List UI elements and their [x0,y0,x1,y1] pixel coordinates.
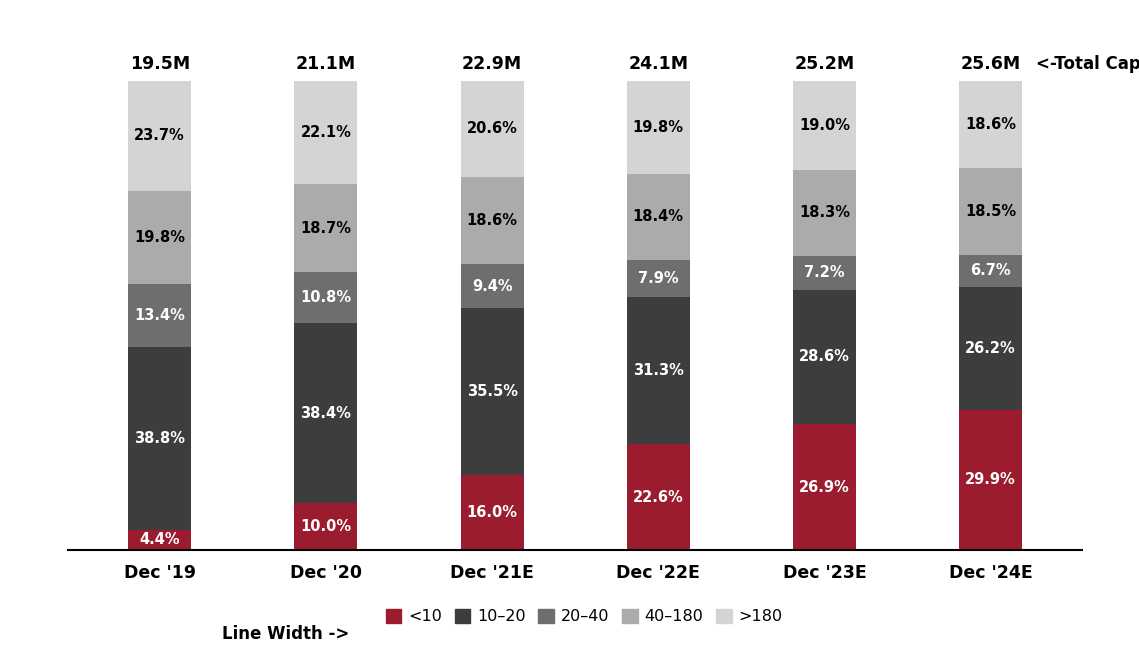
Bar [626,81,690,174]
Text: 31.3%: 31.3% [633,363,683,378]
Text: 29.9%: 29.9% [965,472,1016,488]
Text: 18.5%: 18.5% [965,204,1016,219]
Bar [129,529,191,550]
Bar [793,81,857,170]
Bar [793,170,857,256]
Bar [959,255,1022,287]
Text: <-Total Capacity: <-Total Capacity [1035,56,1139,74]
Bar [294,185,358,272]
Bar [460,264,524,308]
Text: 20.6%: 20.6% [467,121,517,136]
Bar [626,174,690,260]
Text: 6.7%: 6.7% [970,264,1011,278]
Text: 26.9%: 26.9% [800,480,850,495]
Bar [626,444,690,550]
Bar [294,323,358,503]
Text: 19.8%: 19.8% [134,230,186,246]
Text: 19.0%: 19.0% [798,117,850,133]
Text: 18.6%: 18.6% [965,117,1016,132]
Text: 35.5%: 35.5% [467,384,517,399]
Bar [626,260,690,297]
Text: 24.1M: 24.1M [629,56,688,74]
Bar [294,81,358,185]
Text: 26.2%: 26.2% [965,341,1016,356]
Text: 25.2M: 25.2M [794,56,854,74]
Bar [460,80,524,176]
Bar [959,81,1022,168]
Bar [129,348,191,529]
Bar [129,191,191,285]
Text: 4.4%: 4.4% [139,532,180,548]
Text: 22.9M: 22.9M [462,56,522,74]
Bar [959,168,1022,255]
Bar [129,80,191,191]
Text: 18.3%: 18.3% [798,205,850,220]
Text: 13.4%: 13.4% [134,309,186,323]
Bar [793,424,857,550]
Bar [959,410,1022,550]
Legend: <10, 10–20, 20–40, 40–180, >180: <10, 10–20, 20–40, 40–180, >180 [385,609,782,625]
Bar [294,503,358,550]
Text: 38.4%: 38.4% [301,405,351,421]
Text: Line Width ->: Line Width -> [222,625,350,643]
Text: 16.0%: 16.0% [467,505,517,520]
Bar [460,176,524,264]
Text: 9.4%: 9.4% [472,278,513,294]
Bar [793,289,857,424]
Text: 19.8%: 19.8% [633,119,683,134]
Text: 18.7%: 18.7% [301,221,352,236]
Text: 22.6%: 22.6% [633,490,683,505]
Bar [129,285,191,348]
Text: 10.0%: 10.0% [301,519,352,534]
Bar [294,272,358,323]
Text: 10.8%: 10.8% [301,290,352,305]
Text: 18.4%: 18.4% [633,209,683,224]
Bar [460,475,524,550]
Text: 21.1M: 21.1M [296,56,357,74]
Text: 38.8%: 38.8% [134,431,186,446]
Bar [626,297,690,444]
Text: 18.6%: 18.6% [467,213,517,228]
Bar [793,256,857,290]
Text: 7.2%: 7.2% [804,265,845,280]
Text: 28.6%: 28.6% [800,349,850,364]
Text: 25.6M: 25.6M [960,56,1021,74]
Text: 19.5M: 19.5M [130,56,190,74]
Text: 23.7%: 23.7% [134,128,186,143]
Text: 7.9%: 7.9% [638,271,679,286]
Bar [959,287,1022,410]
Bar [460,308,524,475]
Text: 22.1%: 22.1% [301,125,351,140]
